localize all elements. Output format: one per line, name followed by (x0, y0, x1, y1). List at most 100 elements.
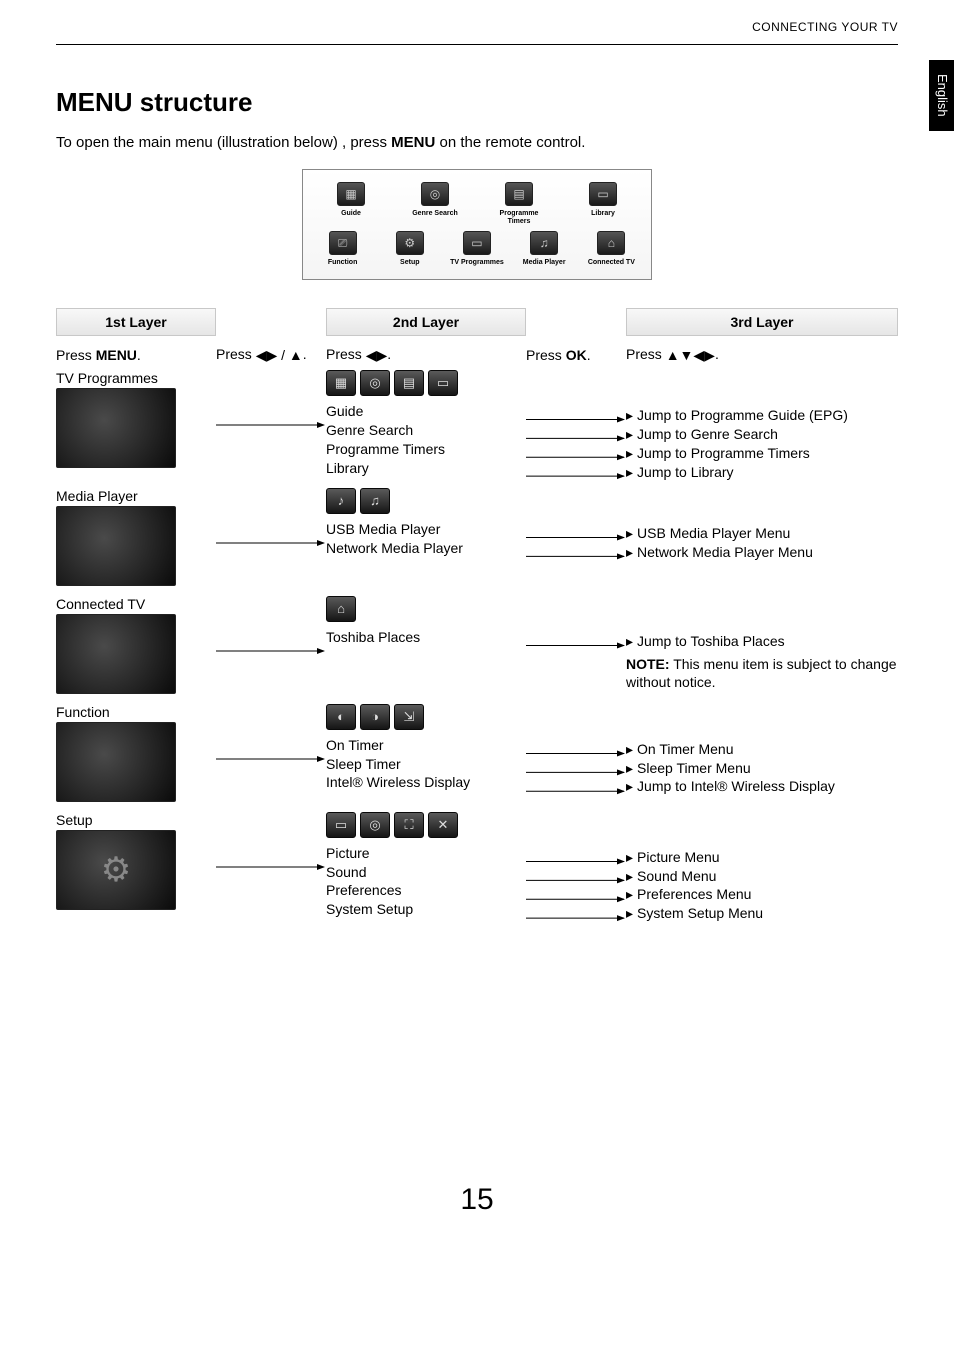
menu-icon: ▤ (505, 182, 533, 206)
menu-section: Media Player♪♫USB Media PlayerNetwork Me… (56, 488, 898, 590)
intro-post: on the remote control. (435, 134, 585, 151)
intro-text: To open the main menu (illustration belo… (56, 134, 898, 151)
strip-icon: ▭ (428, 370, 458, 396)
layer3-item: ▸Sound Menu (626, 867, 898, 886)
menu-icon: ♫ (530, 231, 558, 255)
connector-multi-arrow-icon (526, 812, 626, 924)
section-thumbnail (56, 388, 176, 468)
layer2-item: Picture (326, 844, 526, 863)
menu-cell-label: Setup (379, 259, 441, 267)
layer3-item-label: Preferences Menu (637, 885, 751, 904)
menu-icon: ▦ (337, 182, 365, 206)
press-c2b-post: . (587, 347, 591, 363)
menu-cell-label: Guide (320, 210, 382, 218)
layer2-item: On Timer (326, 736, 526, 755)
menu-section: TV Programmes▦◎▤▭GuideGenre SearchProgra… (56, 370, 898, 482)
press-c1-pre: Press (56, 347, 96, 363)
layer3-item-label: System Setup Menu (637, 904, 763, 923)
press-c2b-bold: OK (566, 347, 587, 363)
strip-icon: ◑ (360, 704, 390, 730)
arrow-right-icon: ▸ (626, 543, 633, 562)
arrow-right-icon: ▸ (626, 632, 633, 651)
press-c1-post: . (137, 347, 141, 363)
section-thumbnail (56, 614, 176, 694)
connector-arrow-icon (216, 488, 326, 590)
icon-strip: ▭◎⛶✕ (326, 812, 526, 838)
layer2-items: On TimerSleep TimerIntel® Wireless Displ… (326, 736, 526, 793)
press-c2-pre: Press (326, 346, 366, 362)
section-title: Function (56, 704, 216, 720)
strip-icon: ⛶ (394, 812, 424, 838)
sections-container: TV Programmes▦◎▤▭GuideGenre SearchProgra… (56, 370, 898, 923)
menu-cell: ◎Genre Search (404, 182, 466, 225)
menu-cell: ⚙ Setup (379, 231, 441, 267)
arrow-right-icon: ▸ (626, 740, 633, 759)
strip-icon: ⇲ (394, 704, 424, 730)
layer3-item-label: Jump to Library (637, 463, 733, 482)
layer3-item: ▸Jump to Intel® Wireless Display (626, 777, 898, 796)
strip-icon: ▭ (326, 812, 356, 838)
page-section-label: CONNECTING YOUR TV (56, 20, 898, 36)
layer3-item: ▸Jump to Toshiba Places (626, 632, 898, 651)
press-c3-pre: Press (626, 346, 666, 362)
layer2-items: GuideGenre SearchProgramme TimersLibrary (326, 402, 526, 478)
menu-row-2: ⎚Function⚙Setup▭TV Programmes♫Media Play… (311, 231, 643, 267)
strip-icon: ▦ (326, 370, 356, 396)
layer3-item-label: Sleep Timer Menu (637, 759, 751, 778)
section-thumbnail (56, 506, 176, 586)
menu-icon: ⚙ (396, 231, 424, 255)
connector-multi-arrow-icon (526, 704, 626, 806)
left-right-up-arrow-icon: ◀▶ / ▲ (256, 347, 303, 363)
strip-icon: ⌂ (326, 596, 356, 622)
menu-cell: ▭Library (572, 182, 634, 225)
menu-icon: ▭ (589, 182, 617, 206)
layer2-items: Toshiba Places (326, 628, 526, 647)
connector-multi-arrow-icon (526, 488, 626, 590)
layer2-item: System Setup (326, 900, 526, 919)
strip-icon: ◐ (326, 704, 356, 730)
connector-arrow-icon (216, 596, 326, 698)
layer-headers: 1st Layer 2nd Layer 3rd Layer (56, 308, 898, 336)
layer3-item: ▸Jump to Programme Timers (626, 444, 898, 463)
menu-section: Function ◐◑⇲ On TimerSleep TimerIntel® Wir… (56, 704, 898, 806)
language-tab: English (929, 60, 954, 131)
icon-strip: ◐◑⇲ (326, 704, 526, 730)
menu-icon: ⎚ (329, 231, 357, 255)
layer3-item: ▸Preferences Menu (626, 885, 898, 904)
section-thumbnail: ⚙ (56, 830, 176, 910)
icon-strip: ♪♫ (326, 488, 526, 514)
connector-multi-arrow-icon (526, 596, 626, 698)
press-c3-post: . (715, 346, 719, 362)
layer3-item: ▸Jump to Programme Guide (EPG) (626, 406, 898, 425)
press-c2-post: . (387, 346, 391, 362)
strip-icon: ▤ (394, 370, 424, 396)
press-row: Press MENU. Press ◀▶ / ▲. Press ◀▶. Pres… (56, 346, 898, 364)
layer2-item: Toshiba Places (326, 628, 526, 647)
press-c1b-post: . (303, 346, 307, 362)
layer3-item-label: Jump to Intel® Wireless Display (637, 777, 835, 796)
layer3-item: ▸Sleep Timer Menu (626, 759, 898, 778)
menu-cell: ▤Programme Timers (488, 182, 550, 225)
menu-row-1: ▦ Guide ◎Genre Search ▤Programme Timers ▭Lib… (311, 182, 643, 225)
layer3-item: ▸System Setup Menu (626, 904, 898, 923)
layer3-header: 3rd Layer (626, 308, 898, 336)
section-title: Setup (56, 812, 216, 828)
note-bold: NOTE: (626, 656, 670, 672)
strip-icon: ◎ (360, 370, 390, 396)
arrow-right-icon: ▸ (626, 867, 633, 886)
layer2-item: Intel® Wireless Display (326, 773, 526, 792)
layer3-item-label: On Timer Menu (637, 740, 733, 759)
menu-icon: ▭ (463, 231, 491, 255)
arrow-right-icon: ▸ (626, 759, 633, 778)
layer2-item: Network Media Player (326, 539, 526, 558)
menu-illustration: ▦ Guide ◎Genre Search ▤Programme Timers ▭Lib… (302, 169, 652, 280)
menu-section: Connected TV ⌂ Toshiba Places ▸Jump to Tosh… (56, 596, 898, 698)
strip-icon: ◎ (360, 812, 390, 838)
layer2-items: PictureSoundPreferencesSystem Setup (326, 844, 526, 920)
section-title: Connected TV (56, 596, 216, 612)
strip-icon: ♪ (326, 488, 356, 514)
arrow-right-icon: ▸ (626, 885, 633, 904)
layer2-item: Programme Timers (326, 440, 526, 459)
arrow-right-icon: ▸ (626, 777, 633, 796)
layer2-item: Sleep Timer (326, 755, 526, 774)
